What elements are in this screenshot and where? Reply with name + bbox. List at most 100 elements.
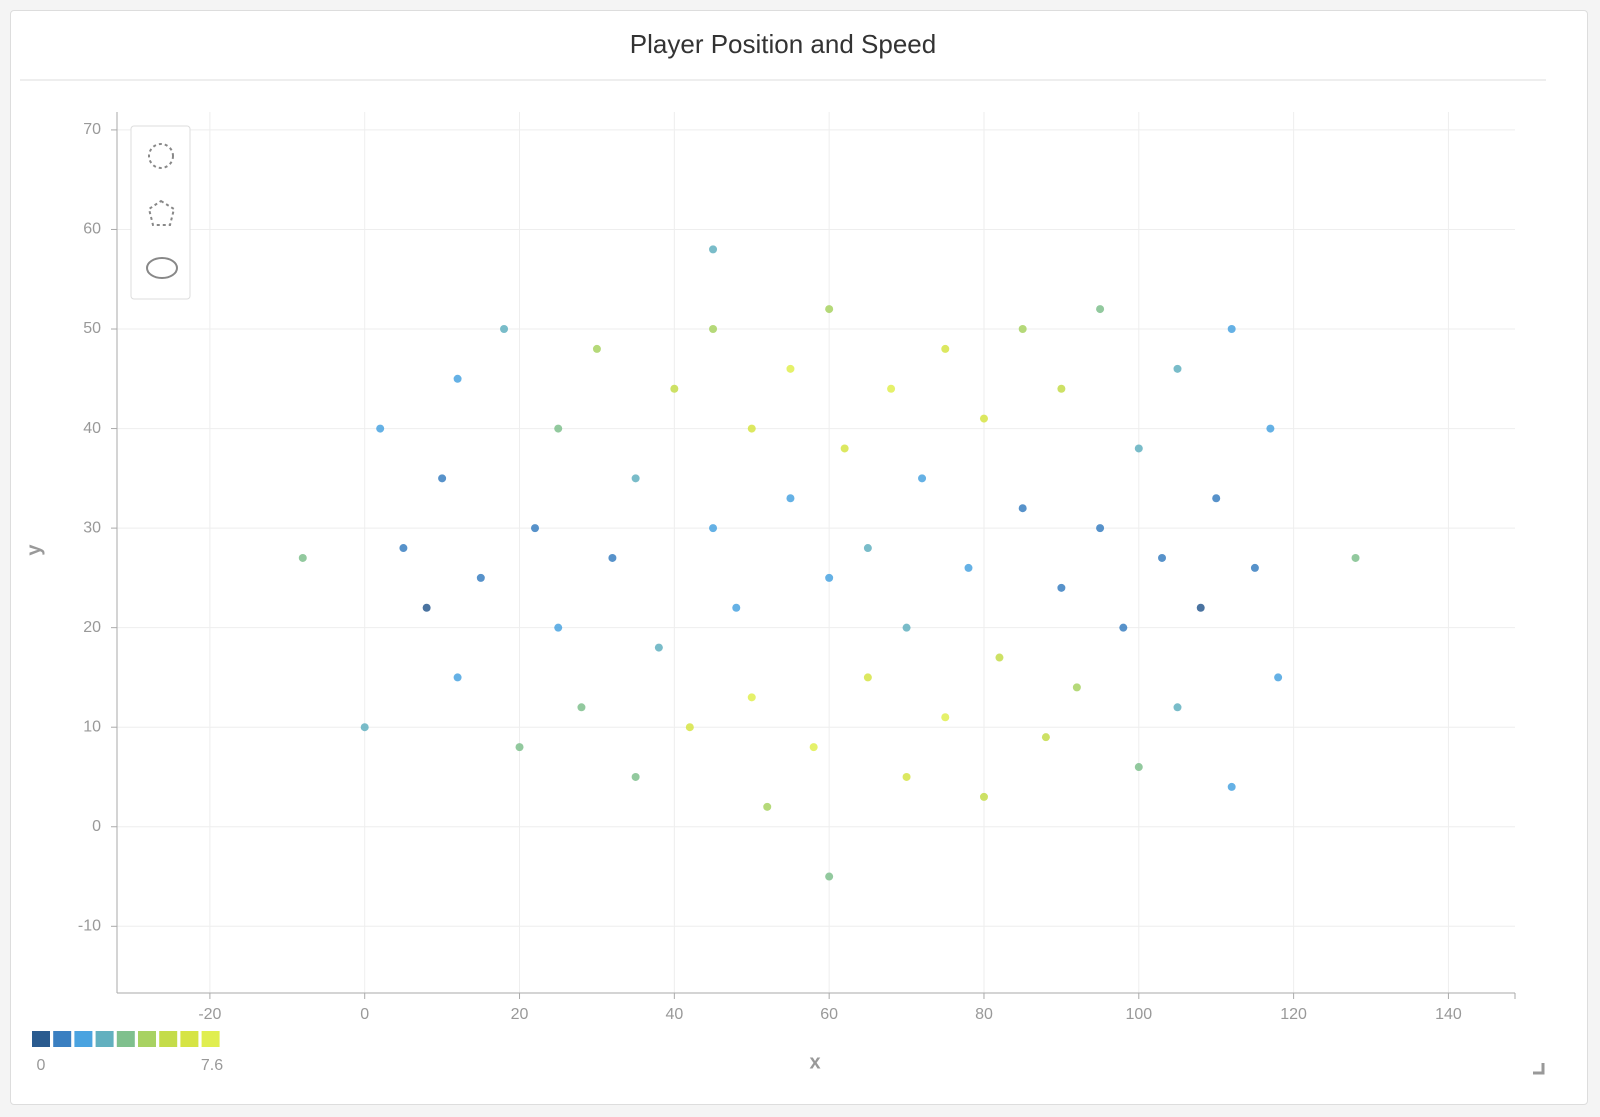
x-axis-label: x <box>809 1051 820 1073</box>
data-point <box>1096 305 1105 314</box>
data-point <box>941 713 950 722</box>
data-point <box>747 693 756 702</box>
data-point <box>1227 325 1236 334</box>
data-point <box>1274 673 1283 682</box>
plot-area: -20 0 20 40 60 80 100 120 140 -10 0 10 20 30 40 50 60 70 <box>78 112 1516 1023</box>
data-point <box>786 494 795 503</box>
data-point <box>500 325 509 334</box>
legend-swatch <box>159 1031 178 1047</box>
data-point <box>1196 603 1205 612</box>
data-point <box>1096 524 1105 533</box>
data-point <box>608 553 617 562</box>
y-tick-label: 20 <box>83 619 101 636</box>
data-point <box>995 653 1004 662</box>
x-tick-label: 100 <box>1125 1006 1152 1023</box>
data-point <box>1173 364 1182 373</box>
y-tick-label: 40 <box>83 420 101 437</box>
data-point <box>1134 763 1143 772</box>
data-point <box>763 802 772 811</box>
data-point <box>1250 563 1259 572</box>
legend-swatch <box>95 1031 114 1047</box>
y-axis-label: y <box>23 544 45 556</box>
data-point <box>709 245 718 254</box>
x-tick-label: 120 <box>1280 1006 1307 1023</box>
data-point <box>964 563 973 572</box>
circle-select-tool[interactable] <box>148 143 174 169</box>
y-tick-label: 0 <box>92 818 101 835</box>
data-point <box>709 325 718 334</box>
data-point <box>399 544 408 553</box>
data-point <box>422 603 431 612</box>
data-point <box>1227 782 1236 791</box>
data-point <box>825 872 834 881</box>
x-tick-label: 40 <box>665 1006 683 1023</box>
data-point <box>979 792 988 801</box>
data-point <box>887 384 896 393</box>
legend-swatch <box>116 1031 135 1047</box>
data-point <box>918 474 927 483</box>
y-tick-label: 30 <box>83 519 101 536</box>
data-point <box>825 305 834 314</box>
legend-swatch <box>74 1031 93 1047</box>
legend-swatch <box>180 1031 199 1047</box>
legend-swatch <box>201 1031 220 1047</box>
y-tick-label: 50 <box>83 320 101 337</box>
data-point <box>670 384 679 393</box>
data-point <box>902 623 911 632</box>
x-tick-label: 20 <box>511 1006 529 1023</box>
data-point <box>863 544 872 553</box>
data-point <box>1119 623 1128 632</box>
y-tick-label: 70 <box>83 121 101 138</box>
legend-swatch <box>53 1031 72 1047</box>
data-point <box>376 424 385 433</box>
data-point <box>554 623 563 632</box>
data-point <box>840 444 849 453</box>
data-point <box>941 344 950 353</box>
x-tick-label: 80 <box>975 1006 993 1023</box>
data-point <box>577 703 586 712</box>
data-point <box>863 673 872 682</box>
data-point <box>1018 325 1027 334</box>
y-tick-label: -10 <box>78 918 101 935</box>
selection-toolbar <box>130 125 191 300</box>
data-point <box>1134 444 1143 453</box>
data-point <box>685 723 694 732</box>
data-point <box>809 743 818 752</box>
data-point <box>631 474 640 483</box>
data-point <box>1018 504 1027 513</box>
chart-card <box>10 10 1588 1105</box>
data-point <box>1351 553 1360 562</box>
data-point <box>360 723 369 732</box>
chart-title: Player Position and Speed <box>630 29 936 59</box>
data-point <box>1057 384 1066 393</box>
legend-swatch <box>32 1031 50 1047</box>
y-tick-label: 60 <box>83 221 101 238</box>
data-point <box>515 743 524 752</box>
data-point <box>531 524 540 533</box>
polygon-select-tool[interactable] <box>147 199 176 226</box>
data-point <box>902 772 911 781</box>
toolbar-box <box>130 125 191 300</box>
data-point <box>1173 703 1182 712</box>
data-point <box>298 553 307 562</box>
lasso-select-tool[interactable] <box>146 257 178 279</box>
data-point <box>554 424 563 433</box>
resize-handle[interactable] <box>1533 1063 1545 1075</box>
data-point <box>453 673 462 682</box>
x-tick-label: 60 <box>820 1006 838 1023</box>
data-point <box>1072 683 1081 692</box>
color-legend: 0 7.6 <box>32 1031 223 1074</box>
x-tick-label: 140 <box>1435 1006 1462 1023</box>
data-point <box>786 364 795 373</box>
data-point <box>631 772 640 781</box>
data-point <box>1041 733 1050 742</box>
data-point <box>1266 424 1275 433</box>
data-point <box>732 603 741 612</box>
x-tick-label: -20 <box>198 1006 221 1023</box>
data-point <box>709 524 718 533</box>
data-point <box>979 414 988 423</box>
data-point <box>747 424 756 433</box>
data-point <box>453 374 462 383</box>
